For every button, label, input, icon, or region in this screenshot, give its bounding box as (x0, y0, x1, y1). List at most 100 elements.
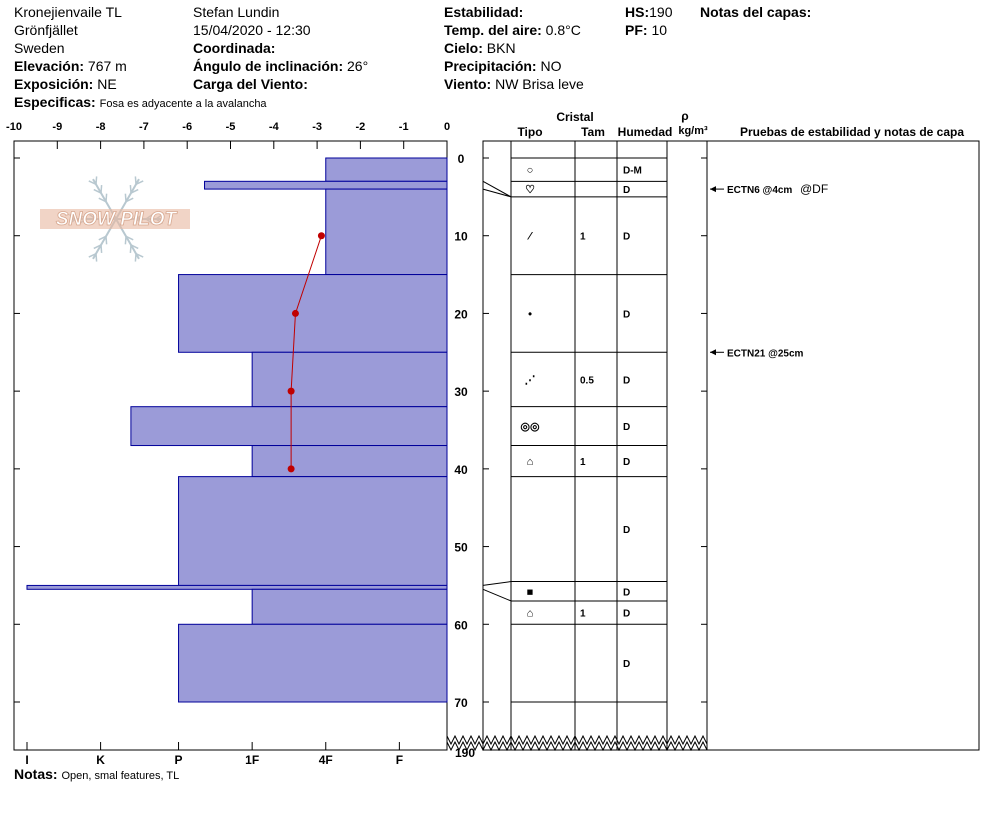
region: Grönfjället (14, 22, 78, 38)
col-rho: ρ (681, 109, 688, 123)
precip-value: NO (540, 58, 562, 74)
location: Kronejienvaile TL (14, 4, 122, 20)
aspect-row: Exposición: NE (14, 75, 117, 93)
temperature-point (291, 309, 299, 317)
aspect-label: Exposición: (14, 76, 94, 92)
wind-label: Viento: (444, 76, 492, 92)
notes-label: Notas: (14, 766, 58, 782)
snowflake-branch (129, 244, 132, 254)
coord-label: Coordinada: (193, 40, 276, 56)
layer-notes-label: Notas del capas: (700, 4, 812, 20)
layer-connector (482, 180, 512, 198)
snowflake-branch (105, 193, 108, 202)
wetness: D (623, 309, 630, 320)
notes-value: Open, smal features, TL (61, 770, 180, 782)
grain-type: ⌂ (527, 456, 534, 468)
notes-row: Notas: Open, smal features, TL (14, 765, 179, 785)
hardness-label: K (96, 753, 105, 767)
hardness-bar (26, 584, 448, 590)
hardness-bar (251, 588, 448, 625)
depth-label: 0 (458, 152, 465, 166)
grain-type: ◎◎ (520, 421, 540, 433)
logo-text: SNOW PILOT (56, 209, 178, 230)
pf-label: PF: (625, 22, 648, 38)
grain-size: 1 (580, 457, 586, 468)
snowflake-branch (125, 235, 134, 241)
temperature-point (287, 387, 295, 395)
temperature-line (290, 235, 322, 469)
specifics-row: Especificas: Fosa es adyacente a la aval… (14, 93, 267, 113)
air-temp-value: 0.8°C (545, 22, 581, 38)
x-tick-label: -5 (226, 121, 236, 133)
specifics-value: Fosa es adyacente a la avalancha (99, 98, 267, 110)
hardness-bar (251, 445, 448, 478)
pf-row: PF: 10 (625, 21, 667, 39)
snowflake-branch (130, 244, 139, 250)
depth-label: 20 (454, 307, 468, 321)
depth-label: 30 (454, 385, 468, 399)
observer: Stefan Lundin (193, 4, 280, 20)
wetness: D (623, 525, 630, 536)
snowflake-branch (93, 244, 102, 250)
col-tests: Pruebas de estabilidad y notas de capa (740, 125, 964, 139)
grain-size: 1 (580, 609, 586, 620)
wetness: D-M (623, 166, 642, 177)
x-tick-label: -2 (356, 121, 366, 133)
snowflake-branch (98, 235, 107, 241)
snowflake-branch (129, 184, 132, 194)
specifics-label: Especificas: (14, 94, 96, 110)
air-temp-label: Temp. del aire: (444, 22, 542, 38)
slope-row: Ángulo de inclinación: 26° (193, 57, 368, 75)
x-tick-label: -10 (6, 121, 22, 133)
snowflake-branch (88, 252, 97, 258)
hardness-bar (251, 351, 448, 408)
hardness-bar (325, 157, 448, 182)
col-density-unit: kg/m³ (678, 125, 708, 137)
layer-connector (482, 588, 512, 602)
hardness-bar (204, 180, 448, 190)
datetime: 15/04/2020 - 12:30 (193, 22, 311, 38)
grain-size: 0.5 (580, 375, 594, 386)
depth-label: 50 (454, 541, 468, 555)
hardness-bar (178, 476, 448, 586)
strat-frame (482, 140, 980, 751)
col-tam: Tam (581, 125, 605, 139)
sky-row: Cielo: BKN (444, 39, 516, 57)
x-tick-label: 0 (444, 121, 450, 133)
temperature-point (287, 465, 295, 473)
snowflake-branch (125, 197, 134, 203)
precip-label: Precipitación: (444, 58, 537, 74)
x-tick-label: -1 (399, 121, 409, 133)
hardness-plot: -10 -9 -8 -7 -6 -5 -4 -3 -2 -1 0I K P 1F 4F F0102030405… (6, 121, 475, 767)
logo-band (40, 209, 190, 229)
test-arrow-head (710, 186, 716, 193)
x-tick-label: -9 (52, 121, 62, 133)
grain-type: ♡ (525, 184, 535, 196)
depth-label: 60 (454, 618, 468, 632)
break-zigzag-top (446, 734, 708, 746)
wetness: D (623, 609, 630, 620)
hardness-label: F (396, 753, 403, 767)
grain-size: 1 (580, 232, 586, 243)
snowflake-branch (130, 188, 139, 194)
snowflake-branch (134, 253, 137, 262)
precip-row: Precipitación: NO (444, 57, 561, 75)
test-label: ECTN21 @25cm (727, 348, 804, 359)
x-tick-label: -6 (182, 121, 192, 133)
wetness: D (623, 422, 630, 433)
col-cristal: Cristal (556, 110, 593, 124)
layer-connector (482, 581, 512, 586)
stratigraphy-table: Cristal Tipo Tam Humedad ρ kg/m³ Pruebas de es… (446, 109, 980, 752)
x-tick-label: -4 (269, 121, 280, 133)
snowflake-branch (95, 253, 98, 262)
col-tipo: Tipo (517, 125, 542, 139)
hardness-label: I (25, 753, 28, 767)
snowpilot-logo: SNOW PILOT (40, 176, 190, 262)
elevation-label: Elevación: (14, 58, 85, 74)
test-label: ECTN6 @4cm (727, 185, 792, 196)
hs-value: 190 (649, 4, 673, 20)
grain-type: ■ (527, 586, 534, 598)
wind-value: NW Brisa leve (495, 76, 584, 92)
hs-row: HS:190 (625, 3, 672, 21)
